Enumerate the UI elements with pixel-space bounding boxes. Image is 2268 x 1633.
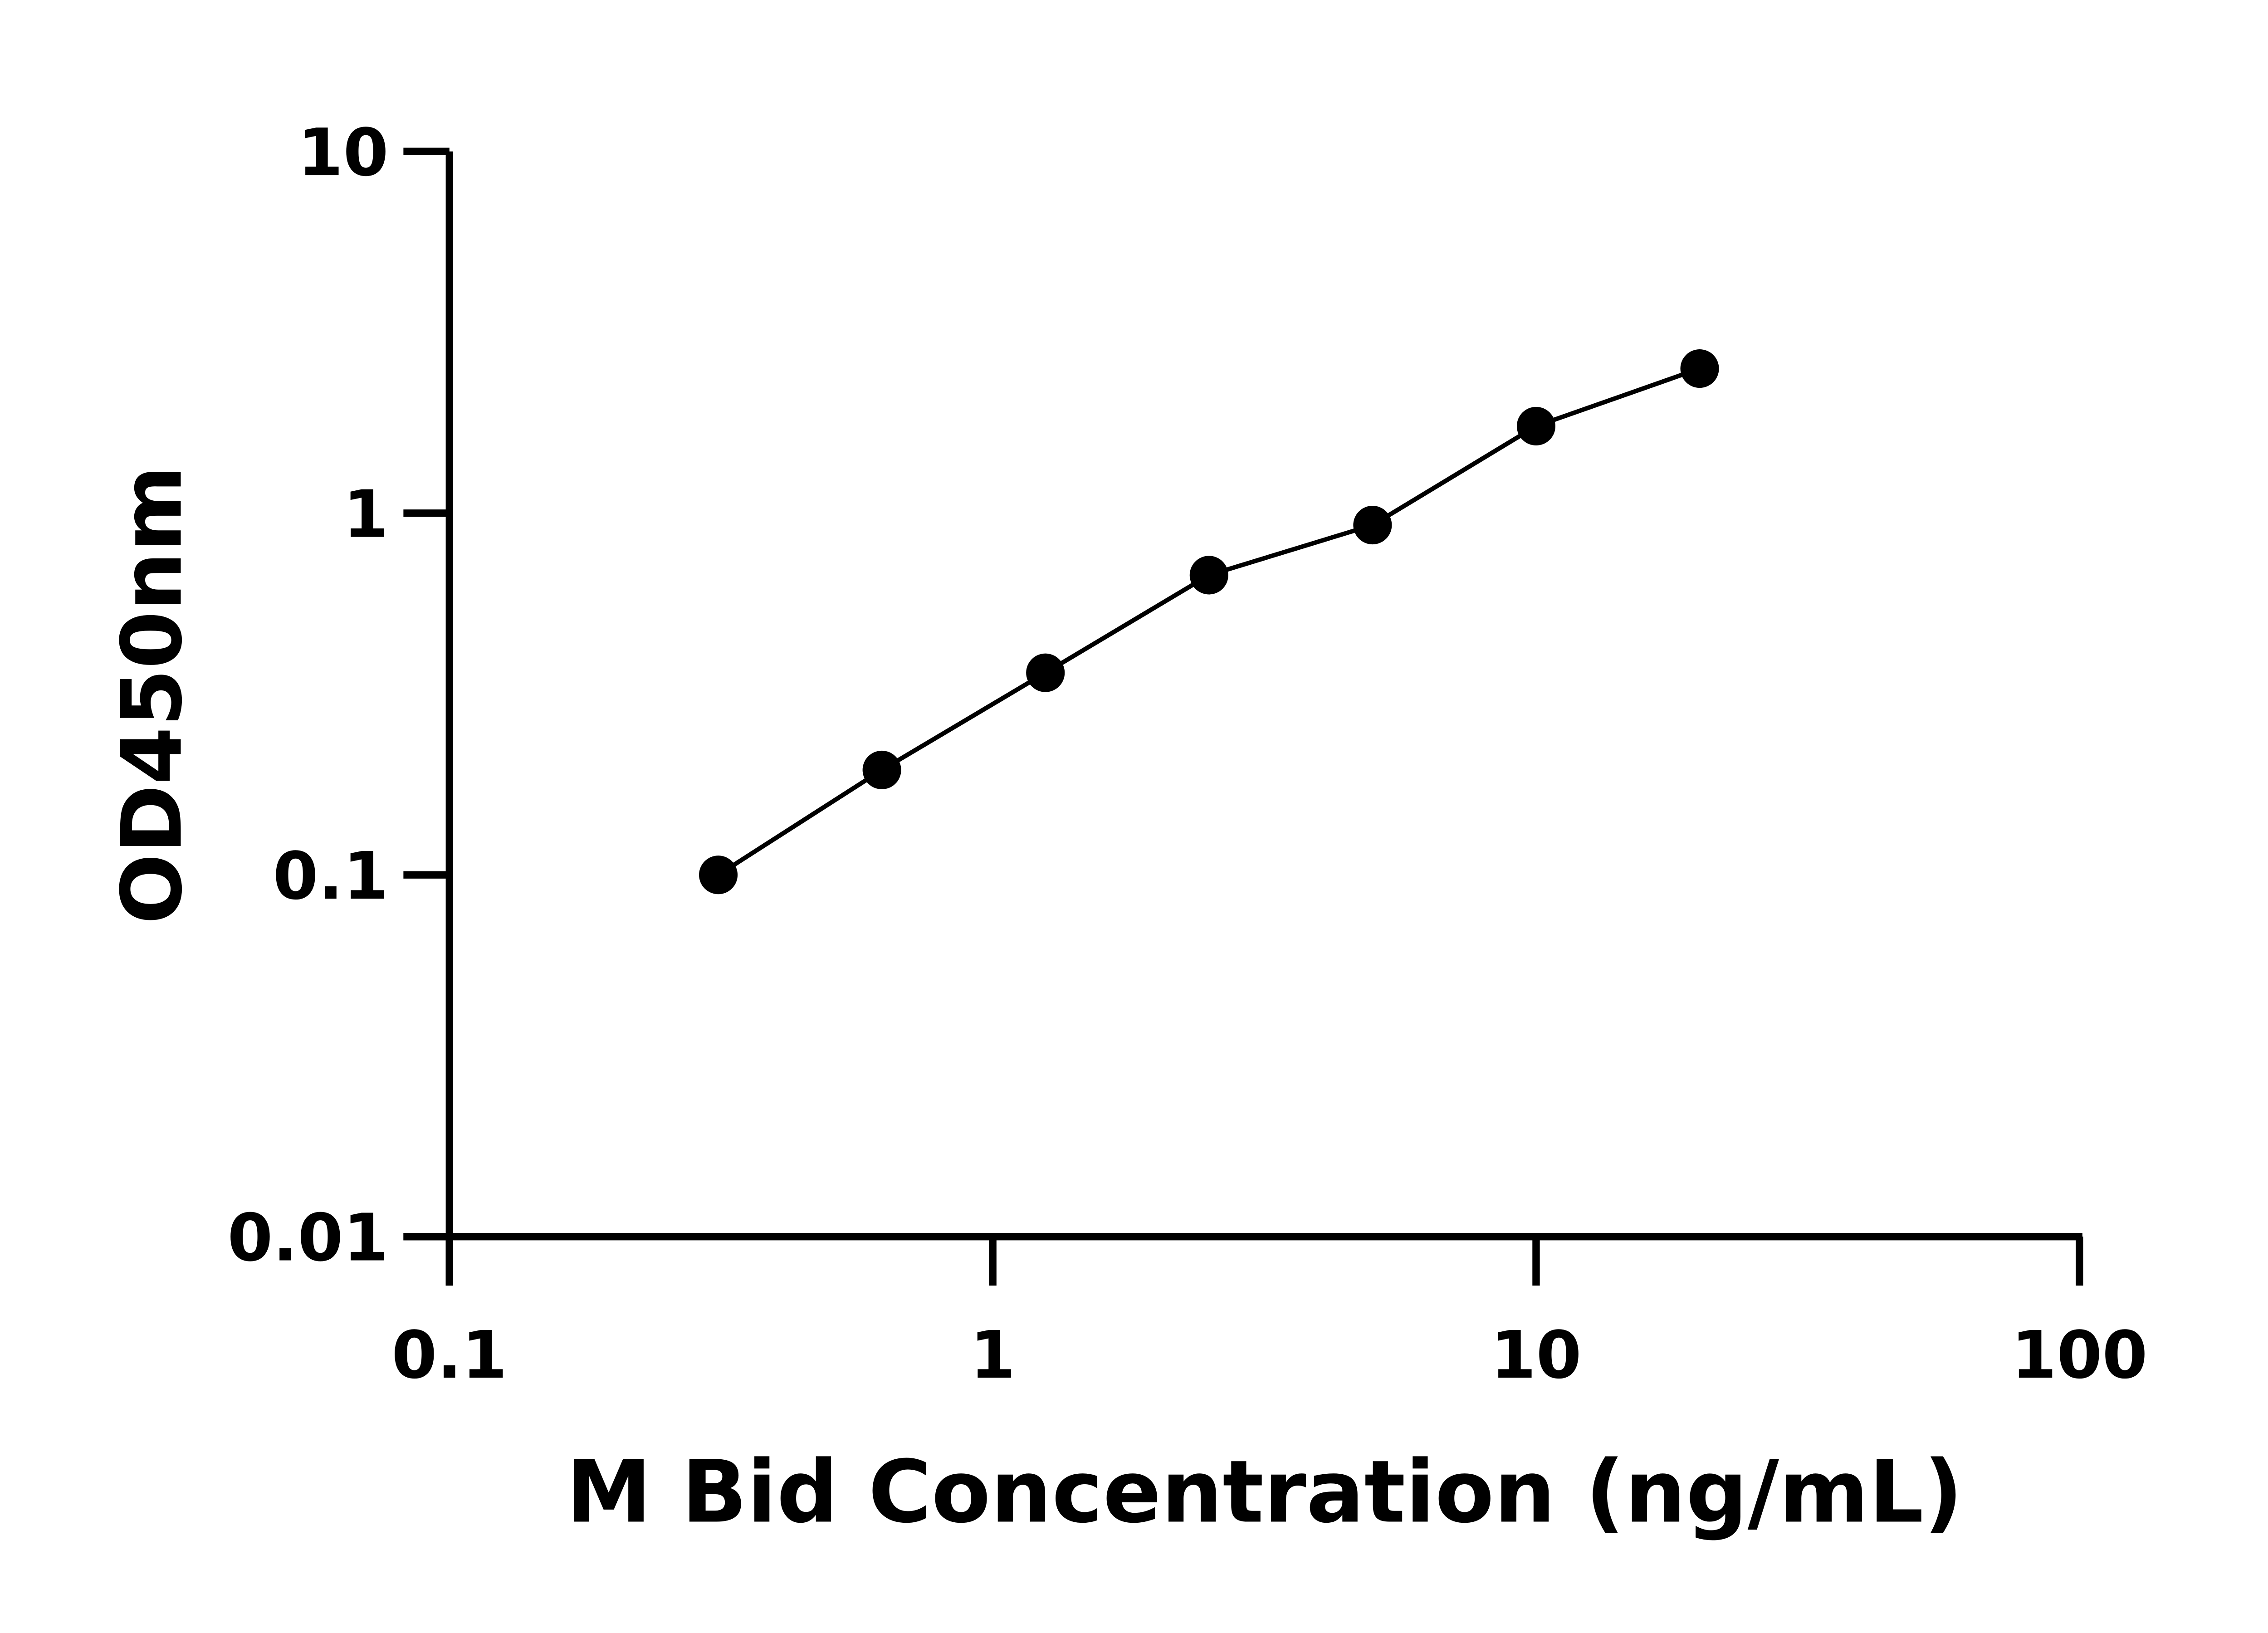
data-point (1680, 349, 1719, 388)
y-tick-label: 0.1 (273, 838, 389, 914)
x-axis-label: M Bid Concentration (ng/mL) (566, 1442, 1963, 1542)
x-tick-label: 1 (970, 1317, 1016, 1393)
x-tick-label: 0.1 (391, 1317, 507, 1393)
x-tick-label: 10 (1491, 1317, 1581, 1393)
y-tick-label: 10 (298, 114, 388, 191)
data-point (1353, 505, 1392, 545)
series-line (717, 366, 1701, 877)
data-point (862, 750, 901, 789)
data-point (1516, 406, 1555, 445)
data-point (1026, 653, 1065, 692)
series (699, 349, 1719, 895)
x-tick-label: 100 (2011, 1317, 2148, 1393)
y-tick-label: 0.01 (227, 1200, 388, 1276)
data-point (699, 856, 738, 895)
y-tick-label: 1 (343, 476, 388, 552)
axes (403, 147, 2083, 1286)
y-axis-label: OD450nm (104, 465, 200, 924)
data-point (1189, 556, 1228, 595)
